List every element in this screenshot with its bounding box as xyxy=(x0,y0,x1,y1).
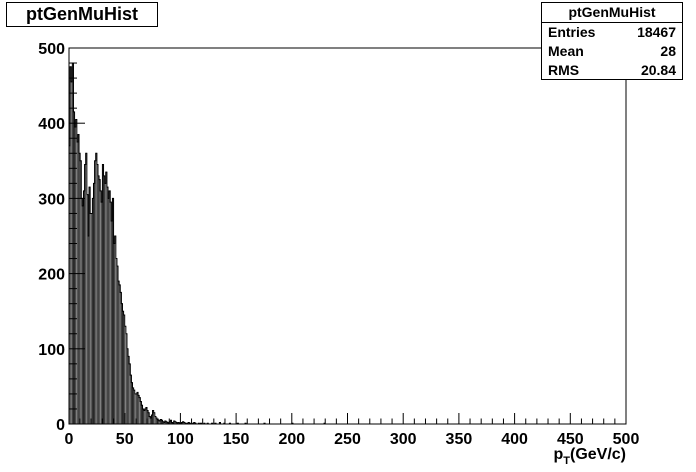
x-axis-label: pT(GeV/c) xyxy=(553,446,626,467)
x-tick-label: 300 xyxy=(390,431,417,448)
stats-row-mean: Mean 28 xyxy=(542,42,682,61)
y-tick-label: 100 xyxy=(38,342,65,359)
histogram-bars xyxy=(68,62,326,425)
axis-tick-labels: 0 50 100 150 200 250 300 350 400 450 500 0 100 200 300… xyxy=(38,41,639,448)
histogram-outline xyxy=(68,62,326,425)
stats-row-rms: RMS 20.84 xyxy=(542,61,682,80)
plot-frame-rect xyxy=(68,47,627,425)
x-tick-label: 450 xyxy=(557,431,584,448)
x-tick-label: 400 xyxy=(501,431,528,448)
axis-ticks xyxy=(68,47,627,425)
x-tick-label: 150 xyxy=(223,431,250,448)
stats-value: 28 xyxy=(660,43,676,59)
stats-value: 20.84 xyxy=(640,62,676,78)
stats-label: RMS xyxy=(548,62,580,78)
x-tick-label: 500 xyxy=(613,431,640,448)
stats-row-entries: Entries 18467 xyxy=(542,23,682,42)
x-tick-label: 250 xyxy=(334,431,361,448)
plot-frame xyxy=(68,47,627,425)
y-tick-label: 400 xyxy=(38,116,65,133)
stats-label: Entries xyxy=(548,24,596,40)
x-tick-label: 50 xyxy=(116,431,134,448)
histogram-title: ptGenMuHist xyxy=(6,2,158,27)
stats-value: 18467 xyxy=(637,24,676,40)
y-tick-label: 0 xyxy=(56,417,65,434)
stats-title: ptGenMuHist xyxy=(542,3,682,23)
y-tick-label: 200 xyxy=(38,267,65,284)
x-tick-label: 200 xyxy=(278,431,305,448)
stats-box: ptGenMuHist Entries 18467 Mean 28 RMS 20… xyxy=(541,2,683,80)
x-tick-label: 0 xyxy=(65,431,74,448)
stats-label: Mean xyxy=(548,43,584,59)
x-tick-label: 350 xyxy=(446,431,473,448)
x-tick-label: 100 xyxy=(167,431,194,448)
y-tick-label: 300 xyxy=(38,191,65,208)
y-tick-label: 500 xyxy=(38,41,65,58)
